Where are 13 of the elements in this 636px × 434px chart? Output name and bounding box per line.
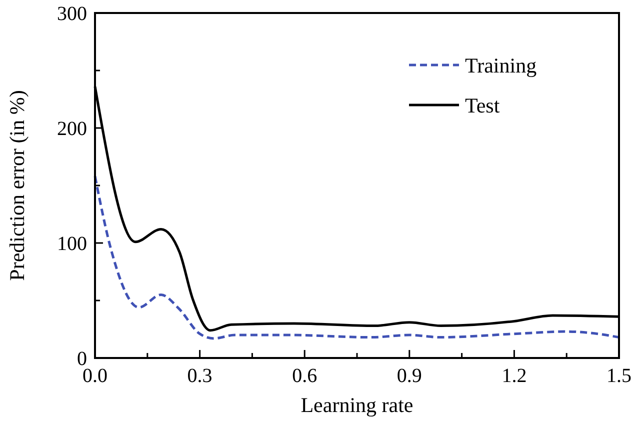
x-tick-label: 0.6 (292, 365, 318, 387)
x-tick-label: 0.9 (396, 365, 422, 387)
line-series (94, 175, 620, 340)
y-tick-label: 100 (57, 233, 87, 255)
x-tick-label: 1.5 (606, 365, 632, 387)
x-axis-title: Learning rate (300, 393, 414, 417)
y-axis-title: Prediction error (in %) (5, 90, 29, 281)
legend-label: Training (465, 53, 538, 78)
legend-label: Test (465, 93, 500, 118)
y-tick-label: 300 (57, 3, 87, 25)
y-tick-label: 200 (57, 118, 87, 140)
x-tick-label: 1.2 (502, 365, 527, 387)
x-tick-label: 0.3 (187, 365, 212, 387)
